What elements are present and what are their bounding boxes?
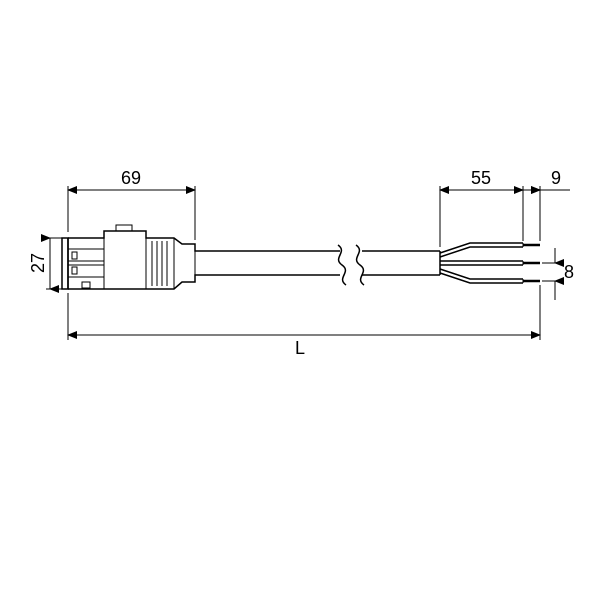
- dim-strip-length-value: 9: [551, 168, 561, 188]
- dim-wire-pitch-value: 8: [564, 262, 574, 282]
- dim-wire-fan-length-value: 55: [471, 168, 491, 188]
- wire-fan: [440, 243, 540, 283]
- dim-wire-pitch: 8: [542, 248, 574, 300]
- dim-connector-height-value: 27: [28, 253, 48, 273]
- dim-wire-fan-length: 55: [440, 168, 540, 247]
- dim-connector-height: 27: [28, 238, 62, 289]
- dim-overall-length: L: [68, 285, 540, 358]
- dimension-drawing: 69 27 55 9 8 L: [0, 0, 600, 600]
- dim-connector-length-value: 69: [121, 168, 141, 188]
- dim-overall-length-value: L: [295, 338, 305, 358]
- dim-strip-length: 9: [508, 168, 570, 241]
- cable: [338, 245, 440, 285]
- connector-plug: [62, 225, 340, 289]
